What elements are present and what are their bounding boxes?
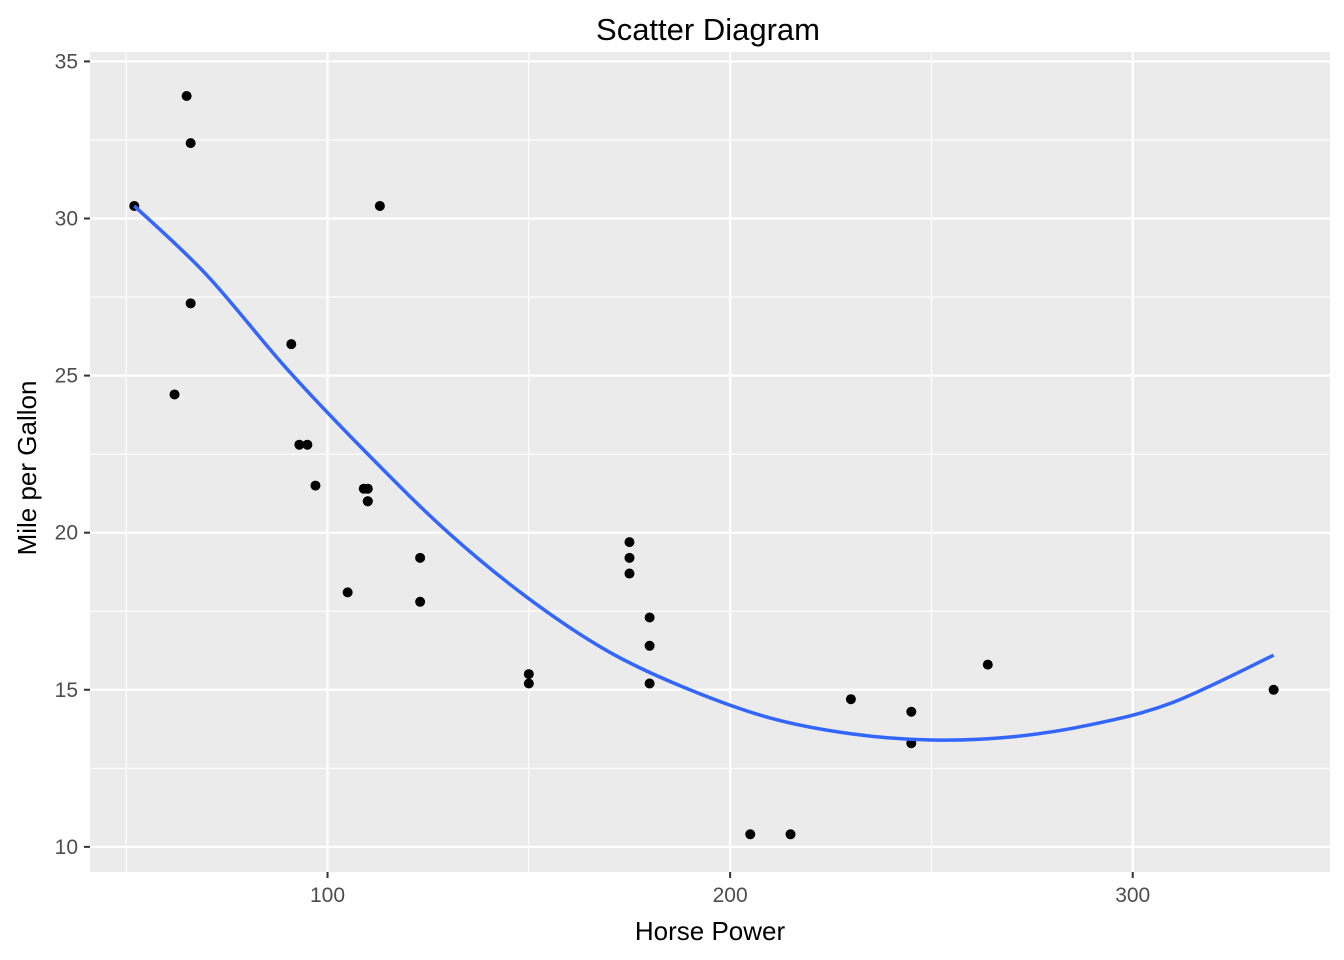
x-tick-label: 200 [713,884,748,907]
y-tick-label: 10 [55,836,78,859]
y-tick-label: 35 [55,50,78,73]
data-point [644,640,655,651]
data-point [624,537,635,548]
data-point [845,694,856,705]
data-point [745,829,756,840]
data-point [310,480,321,491]
major-gridlines [90,52,1330,872]
data-points [129,90,1279,840]
data-point [1268,684,1279,695]
y-tick-labels: 10 15 20 25 30 35 [55,50,78,858]
data-point [624,552,635,563]
y-tick-label: 30 [55,208,78,231]
data-point [294,439,305,450]
y-tick-label: 15 [55,679,78,702]
y-axis-label: Mile per Gallon [12,381,42,556]
data-point [906,706,917,717]
data-point [185,298,196,309]
data-point [644,678,655,689]
axis-ticks [84,60,1134,878]
data-point [302,439,313,450]
data-point [185,138,196,149]
x-axis-label: Horse Power [635,916,786,946]
data-point [286,339,297,350]
data-point [523,669,534,680]
data-point [624,568,635,579]
x-tick-labels: 100 200 300 [310,884,1150,907]
data-point [415,596,426,607]
data-point [523,678,534,689]
data-point [342,587,353,598]
x-tick-label: 100 [310,884,345,907]
x-tick-label: 300 [1115,884,1150,907]
trend-line [133,204,1275,742]
data-point [785,829,796,840]
data-point [181,90,192,101]
chart-title: Scatter Diagram [596,12,820,47]
data-point [358,483,369,494]
plot-panel [90,52,1330,872]
data-point [362,496,373,507]
data-point [644,612,655,623]
data-point [169,389,180,400]
data-point [374,200,385,211]
data-point [982,659,993,670]
minor-gridlines [90,52,1330,872]
data-point [415,552,426,563]
y-tick-label: 20 [55,522,78,545]
y-tick-label: 25 [55,365,78,388]
